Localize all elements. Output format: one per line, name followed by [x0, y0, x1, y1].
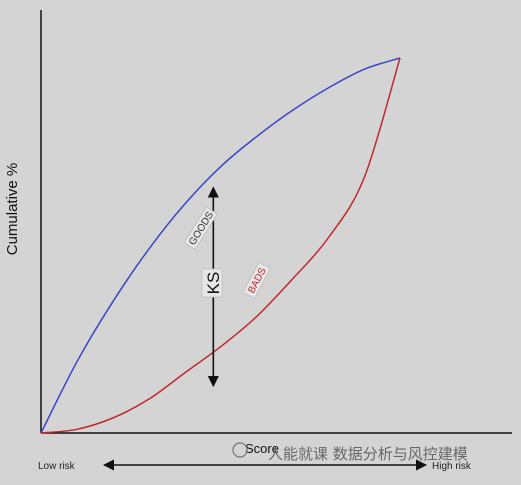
ks-label: KS [204, 272, 223, 295]
bads-label-box [242, 261, 271, 299]
ks-label-box [201, 268, 223, 298]
series-line-goods [40, 57, 401, 434]
goods-label-box [183, 206, 218, 251]
watermark-logo-icon [232, 442, 248, 458]
x-axis-label: Score [245, 441, 279, 456]
y-axis-label: Cumulative % [4, 163, 21, 256]
series-line-bads [40, 57, 401, 434]
low-risk-label: Low risk [38, 461, 76, 472]
high-risk-label: High risk [432, 461, 472, 472]
watermark-text: 人能就课 数据分析与风控建模 [268, 445, 468, 463]
